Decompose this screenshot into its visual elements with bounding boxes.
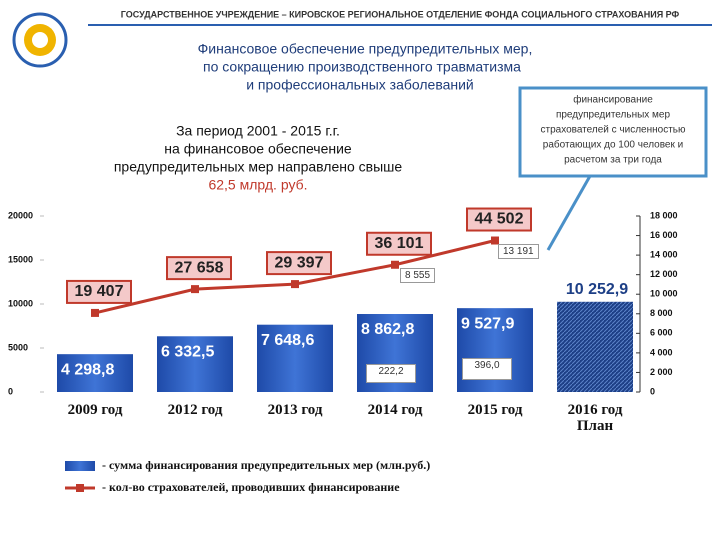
y-tick-label: 15000: [8, 254, 33, 264]
callout-text: предупредительных мер: [556, 110, 671, 121]
title: по сокращению производственного травмати…: [203, 59, 521, 75]
bar: [57, 354, 133, 392]
bar: [557, 301, 633, 392]
callout-box: [518, 86, 708, 178]
line-marker: [391, 260, 399, 269]
line-label-box: [366, 231, 432, 256]
period-text: на финансовое обеспечение: [164, 141, 352, 157]
annotation: 8 555: [400, 268, 436, 283]
line-label: 19 407: [75, 283, 124, 300]
y2-tick-label: 0: [650, 386, 655, 396]
callout-pointer: [546, 175, 592, 251]
bar-label: 8 862,8: [361, 321, 414, 338]
line-label: 36 101: [375, 235, 424, 252]
legend-label: - кол-во страхователей, проводивших фина…: [102, 480, 400, 494]
y2-tick-label: 8 000: [650, 308, 673, 318]
bar: [257, 324, 333, 392]
y2-tick-label: 4 000: [650, 347, 673, 357]
period-text: предупредительных мер направлено свыше: [114, 159, 403, 175]
line-marker: [91, 308, 99, 317]
line-label-box: [466, 207, 532, 232]
period-total: 62,5 млрд. руб.: [208, 177, 307, 193]
period-text: За период 2001 - 2015 г.г.: [176, 123, 340, 139]
y-tick-label: 0: [8, 386, 13, 396]
annotation: 13 191: [498, 244, 539, 259]
y2-tick-label: 6 000: [650, 328, 673, 338]
line-label: 27 658: [175, 259, 224, 276]
annotation: 396,0: [462, 358, 512, 380]
bar-label: 4 298,8: [61, 361, 114, 378]
y2-tick-label: 2 000: [650, 367, 673, 377]
y2-tick-label: 10 000: [650, 289, 678, 299]
line-label-box: [266, 251, 332, 276]
bar-label: 6 332,5: [161, 343, 214, 360]
line-label: 44 502: [475, 211, 524, 228]
title: и профессиональных заболеваний: [246, 77, 474, 93]
logo: [12, 12, 68, 68]
legend-swatch: [76, 484, 84, 492]
y-tick-label: 5000: [8, 342, 28, 352]
bar-label: 10 252,9: [566, 281, 628, 298]
bar-label: 7 648,6: [261, 332, 314, 349]
org-name: ГОСУДАРСТВЕННОЕ УЧРЕЖДЕНИЕ – КИРОВСКОЕ Р…: [121, 9, 680, 19]
x-tick-label: 2014 год: [367, 402, 423, 418]
line-label-box: [66, 279, 132, 304]
callout-text: работающих до 100 человек и: [543, 139, 683, 151]
annotation: 222,2: [366, 364, 416, 383]
y-tick-label: 10000: [8, 298, 33, 308]
x-tick-label: 2013 год: [267, 402, 323, 418]
callout-text: страхователей с численностью: [540, 125, 686, 136]
legend-swatch: [65, 461, 95, 471]
bar: [157, 336, 233, 392]
legend-label: - сумма финансирования предупредительных…: [102, 458, 430, 472]
line-marker: [491, 236, 499, 245]
y2-tick-label: 16 000: [650, 230, 678, 240]
x-tick-label: 2009 год: [67, 402, 123, 418]
line-label: 29 397: [275, 254, 324, 271]
line-label-box: [166, 256, 232, 281]
x-tick-label: 2015 год: [467, 402, 523, 418]
callout-text: финансирование: [573, 94, 653, 106]
y2-tick-label: 12 000: [650, 269, 678, 279]
y-tick-label: 20000: [8, 210, 33, 220]
y2-tick-label: 18 000: [650, 210, 678, 220]
callout-text: расчетом за три года: [564, 155, 662, 166]
x-tick-label: 2012 год: [167, 402, 223, 418]
y2-tick-label: 14 000: [650, 249, 678, 259]
title: Финансовое обеспечение предупредительных…: [198, 41, 533, 57]
bar-label: 9 527,9: [461, 315, 514, 332]
line-marker: [291, 280, 299, 289]
x-tick-label: 2016 год План: [567, 402, 623, 434]
line-marker: [191, 285, 199, 294]
